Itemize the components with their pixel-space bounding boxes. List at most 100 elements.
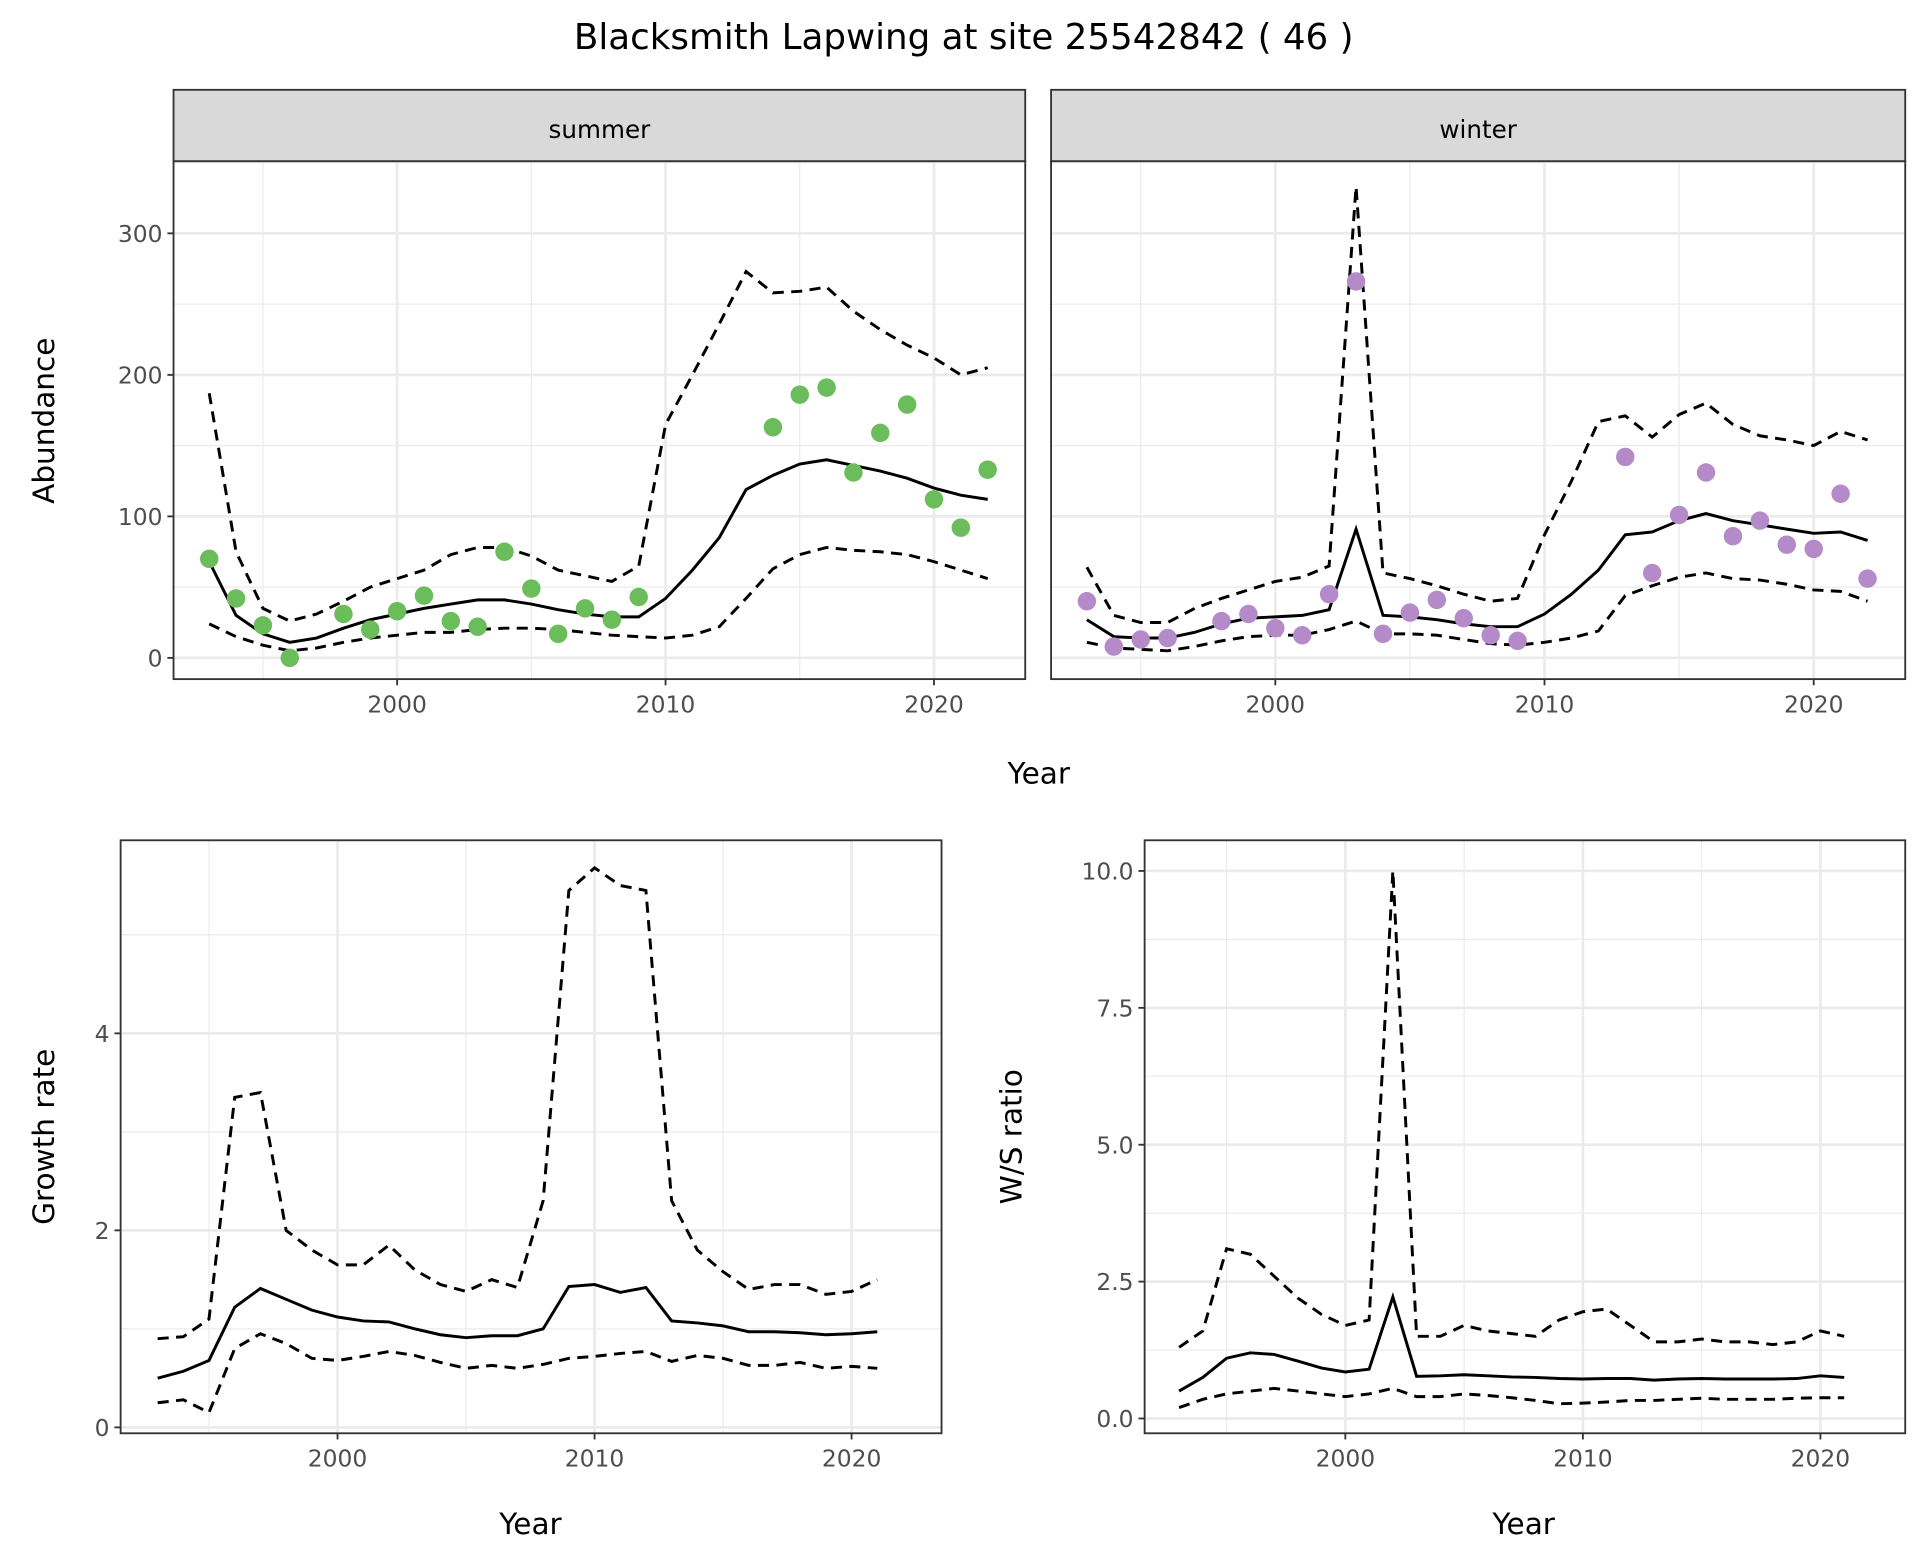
data-point (1858, 569, 1877, 588)
data-point (1831, 484, 1850, 503)
y-tick-label: 0.0 (1096, 1405, 1133, 1433)
y-tick-label: 4 (95, 1020, 110, 1048)
upper-ci-line (1178, 870, 1845, 1349)
y-tick-label: 300 (118, 220, 163, 248)
x-tick-label: 2020 (1791, 1445, 1851, 1473)
data-point (1804, 539, 1823, 559)
facet-strip (172, 88, 1027, 163)
data-point (602, 610, 622, 629)
lower-ci-line (157, 1332, 878, 1415)
data-point (495, 542, 514, 561)
data-point (951, 518, 971, 537)
data-point (1104, 637, 1124, 656)
plot-border (119, 839, 943, 1435)
y-axis-title-abundance: Abundance (27, 338, 61, 504)
data-point (1723, 526, 1743, 546)
plot-background (173, 161, 1026, 680)
plot-border (1143, 839, 1907, 1435)
data-point (924, 490, 944, 509)
x-tick-label: 2020 (1784, 690, 1844, 718)
data-point (1777, 535, 1797, 554)
data-point (844, 463, 863, 482)
data-point (1750, 511, 1770, 530)
plot-background (1051, 161, 1906, 680)
data-point (575, 599, 595, 618)
data-point (468, 617, 487, 636)
y-tick-label: 0 (148, 645, 163, 673)
y-axis-title-ratio: W/S ratio (995, 1069, 1029, 1204)
data-point (763, 417, 783, 437)
x-tick-label: 2010 (1515, 690, 1575, 718)
x-tick-label: 2010 (636, 690, 696, 718)
data-point (1239, 604, 1258, 624)
data-point (897, 395, 917, 414)
lower-ci-line (1086, 571, 1869, 653)
data-point (1508, 631, 1527, 651)
x-axis-title-ratio: Year (1491, 1507, 1555, 1541)
y-tick-label: 100 (118, 503, 163, 531)
data-point (790, 385, 809, 404)
lower-ci-line (1178, 1386, 1845, 1409)
upper-ci-line (207, 269, 989, 623)
data-point (280, 648, 299, 668)
data-point (1481, 626, 1500, 645)
data-point (441, 611, 461, 631)
data-point (1212, 611, 1231, 631)
y-tick-label: 5.0 (1096, 1131, 1133, 1159)
panel-ws-ratio: 2000 2010 2020 0.0 2.5 5.0 7.5 10.0 (1081, 839, 1907, 1473)
data-point (1427, 590, 1447, 610)
data-point (1319, 584, 1339, 604)
x-tick-label: 2010 (1553, 1445, 1613, 1473)
data-point (414, 586, 434, 605)
data-point (1293, 626, 1312, 645)
data-point (629, 587, 648, 607)
x-tick-label: 2000 (1246, 690, 1306, 718)
y-tick-label: 0 (95, 1414, 110, 1442)
x-tick-label: 2000 (308, 1445, 368, 1473)
y-tick-label: 2.5 (1096, 1268, 1133, 1296)
mean-line (157, 1283, 878, 1380)
data-point (361, 620, 380, 639)
upper-ci-line (1085, 186, 1869, 624)
data-point (817, 378, 836, 397)
x-tick-label: 2020 (822, 1445, 882, 1473)
y-axis-title-growth: Growth rate (27, 1049, 61, 1225)
data-point (200, 549, 219, 569)
data-point (1266, 618, 1285, 638)
facet-strip-label: winter (1439, 115, 1517, 144)
data-point (548, 624, 568, 644)
y-tick-label: 200 (118, 361, 163, 389)
data-point (1696, 463, 1716, 482)
facet-strip (1050, 88, 1907, 163)
data-point (1669, 505, 1689, 525)
data-point (226, 589, 246, 608)
chart-title: Blacksmith Lapwing at site 25542842 ( 46… (574, 17, 1354, 58)
y-tick-label: 10.0 (1081, 858, 1133, 886)
data-point (978, 460, 997, 479)
plot-background (1144, 840, 1906, 1434)
data-point (522, 579, 541, 598)
panel-summer: 2000 2010 2020 0 100 200 300 summer (118, 88, 1027, 718)
data-point (1373, 624, 1393, 644)
data-point (1400, 603, 1420, 622)
x-tick-label: 2020 (904, 690, 964, 718)
panel-winter: 2000 2010 2020 winter (1050, 88, 1907, 718)
data-point (253, 616, 273, 635)
data-point (1158, 628, 1177, 648)
data-point (1616, 447, 1635, 467)
x-tick-label: 2010 (565, 1445, 625, 1473)
mean-line (1178, 1292, 1845, 1393)
x-tick-label: 2000 (367, 690, 427, 718)
upper-ci-line (157, 865, 878, 1341)
data-point (1346, 272, 1366, 291)
lower-ci-line (208, 545, 989, 653)
x-axis-title-growth: Year (498, 1507, 562, 1541)
data-point (334, 604, 353, 624)
data-point (1077, 592, 1097, 611)
data-point (1131, 630, 1150, 649)
facet-strip-label: summer (549, 115, 652, 144)
y-tick-label: 2 (95, 1217, 110, 1245)
data-point (1454, 609, 1473, 628)
data-point (1642, 563, 1662, 583)
